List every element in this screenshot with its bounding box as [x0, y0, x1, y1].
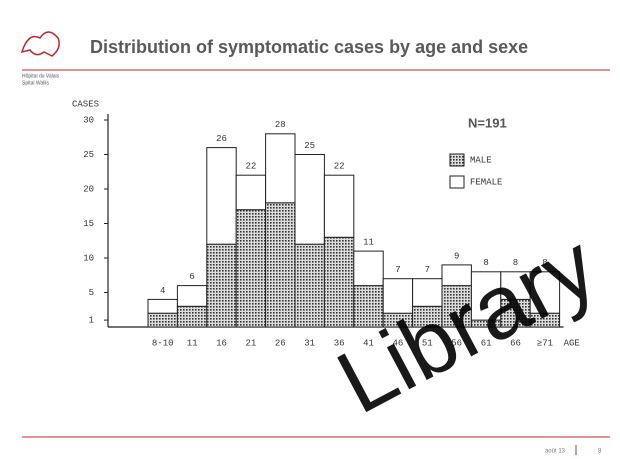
x-tick-label: 21	[245, 338, 256, 348]
y-tick-label: 1	[89, 315, 94, 325]
legend-label: FEMALE	[470, 177, 502, 187]
bar-segment	[176, 305, 208, 328]
bar-segment	[323, 236, 355, 328]
bar-segment	[470, 271, 502, 321]
bar-segment	[353, 250, 384, 287]
x-axis-label: AGE	[564, 338, 580, 348]
y-tick-label: 15	[83, 219, 94, 229]
legend-swatch	[449, 175, 465, 189]
x-tick-label: 41	[363, 338, 374, 348]
total-label: 7	[425, 265, 430, 275]
y-tick-label: 25	[83, 150, 94, 160]
total-label: 9	[454, 251, 459, 261]
bar-segment	[294, 243, 325, 328]
x-tick-label: ≥71	[537, 338, 553, 348]
bar-segment	[235, 174, 267, 211]
bar-segment	[235, 209, 267, 328]
x-tick-label: 11	[187, 338, 198, 348]
bar-segment	[294, 154, 325, 245]
total-label: 22	[245, 162, 256, 172]
total-label: 7	[395, 265, 400, 275]
slide-title: Distribution of symptomatic cases by age…	[90, 37, 528, 57]
bar-segment	[176, 285, 208, 307]
y-axis-label: CASES	[72, 99, 99, 109]
x-tick-label: 66	[510, 338, 521, 348]
y-tick-label: 5	[89, 288, 94, 298]
logo-text: Hôpital du Valais	[22, 73, 60, 79]
watermark: Library	[322, 216, 612, 433]
annotation: N=191	[468, 115, 507, 130]
chart: CASES15101520253048-10611261622212826253…	[72, 99, 580, 348]
logo-text: Spital Wallis	[22, 80, 50, 86]
footer-page: 8	[598, 449, 602, 455]
bar-segment	[206, 147, 237, 245]
x-tick-label: 51	[422, 338, 433, 348]
total-label: 22	[334, 162, 345, 172]
bar-segment	[147, 312, 178, 328]
bar-segment	[441, 285, 472, 328]
bar-segment	[529, 271, 561, 314]
total-label: 11	[363, 237, 374, 247]
total-label: 8	[483, 258, 488, 268]
bar-segment	[265, 202, 296, 328]
total-label: 8	[513, 258, 518, 268]
total-label: 26	[216, 134, 227, 144]
legend-label: MALE	[470, 155, 492, 165]
logo	[20, 31, 60, 57]
bar-segment	[265, 133, 296, 204]
x-tick-label: 31	[304, 338, 315, 348]
total-label: 28	[275, 120, 286, 130]
bar-segment	[147, 298, 178, 314]
total-label: 6	[189, 272, 194, 282]
x-tick-label: 56	[451, 338, 462, 348]
x-tick-label: 36	[334, 338, 345, 348]
bar-segment	[206, 243, 237, 328]
bar-segment	[353, 285, 384, 328]
x-tick-label: 61	[481, 338, 492, 348]
x-tick-label: 26	[275, 338, 286, 348]
bar-segment	[323, 174, 355, 238]
x-tick-label: 16	[216, 338, 227, 348]
footer-date: août 13	[545, 449, 566, 455]
total-label: 8	[542, 258, 547, 268]
x-tick-label: 46	[392, 338, 403, 348]
bar-segment	[412, 278, 443, 307]
y-tick-label: 20	[83, 184, 94, 194]
legend-swatch	[449, 153, 465, 167]
y-tick-label: 10	[83, 253, 94, 263]
y-tick-label: 30	[83, 115, 94, 125]
total-label: 25	[304, 141, 315, 151]
x-tick-label: 8-10	[152, 338, 174, 348]
total-label: 4	[160, 286, 165, 296]
